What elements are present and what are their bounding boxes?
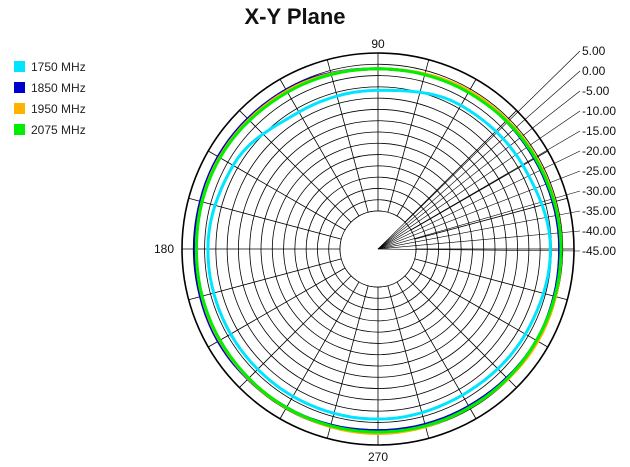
radial-tick-label: -35.00 <box>582 204 616 218</box>
grid-spoke <box>387 59 430 213</box>
tick-leader <box>377 150 581 250</box>
radial-ticks: 5.00 0.00 -5.00 -10.00 -15.00 -20.00 -25.00 -30… <box>377 44 616 258</box>
radial-tick-label: 5.00 <box>582 44 606 58</box>
tick-leader <box>377 50 581 250</box>
radial-tick-label: -25.00 <box>582 164 616 178</box>
legend-item: 1750 MHz <box>14 56 86 77</box>
radial-tick-label: -20.00 <box>582 144 616 158</box>
legend-label: 1950 MHz <box>31 101 86 116</box>
legend-item: 1850 MHz <box>14 77 86 98</box>
legend-item: 2075 MHz <box>14 119 86 140</box>
grid-spoke <box>239 275 352 388</box>
legend-label: 1850 MHz <box>31 80 86 95</box>
grid-spoke <box>208 150 346 231</box>
grid-spoke <box>414 258 568 301</box>
radial-tick-label: -5.00 <box>582 84 610 98</box>
grid-spoke <box>414 197 568 240</box>
chart-title: X-Y Plane <box>244 4 346 29</box>
tick-leader <box>377 70 581 250</box>
polar-grid <box>181 52 575 446</box>
legend-item: 1950 MHz <box>14 98 86 119</box>
angle-labels: 90 180 270 <box>154 37 388 464</box>
legend-swatch <box>14 124 25 135</box>
legend-swatch <box>14 103 25 114</box>
grid-spoke <box>410 150 548 231</box>
grid-spoke <box>404 110 517 223</box>
tick-leader <box>377 190 581 250</box>
angle-label: 90 <box>371 37 385 51</box>
radial-tick-label: -10.00 <box>582 104 616 118</box>
series-lines <box>193 67 563 435</box>
grid-spoke <box>279 79 360 217</box>
tick-leader <box>377 230 581 250</box>
radial-tick-label: 0.00 <box>582 64 606 78</box>
legend-swatch <box>14 61 25 72</box>
legend-swatch <box>14 82 25 93</box>
grid-spoke <box>404 275 517 388</box>
radial-tick-label: -15.00 <box>582 124 616 138</box>
radial-tick-label: -30.00 <box>582 184 616 198</box>
grid-spoke <box>396 79 477 217</box>
angle-label: 180 <box>154 242 174 256</box>
radial-tick-label: -45.00 <box>582 244 616 258</box>
grid-spoke <box>239 110 352 223</box>
legend: 1750 MHz 1850 MHz 1950 MHz 2075 MHz <box>14 56 86 140</box>
radial-tick-label: -40.00 <box>582 224 616 238</box>
tick-leader <box>377 90 581 250</box>
legend-label: 1750 MHz <box>31 59 86 74</box>
legend-label: 2075 MHz <box>31 122 86 137</box>
tick-leader <box>377 248 581 252</box>
series-line <box>206 88 552 421</box>
tick-leader <box>377 130 581 250</box>
tick-leader <box>377 110 581 250</box>
series-line <box>194 67 563 434</box>
angle-label: 270 <box>368 450 388 464</box>
grid-spoke <box>326 59 369 213</box>
